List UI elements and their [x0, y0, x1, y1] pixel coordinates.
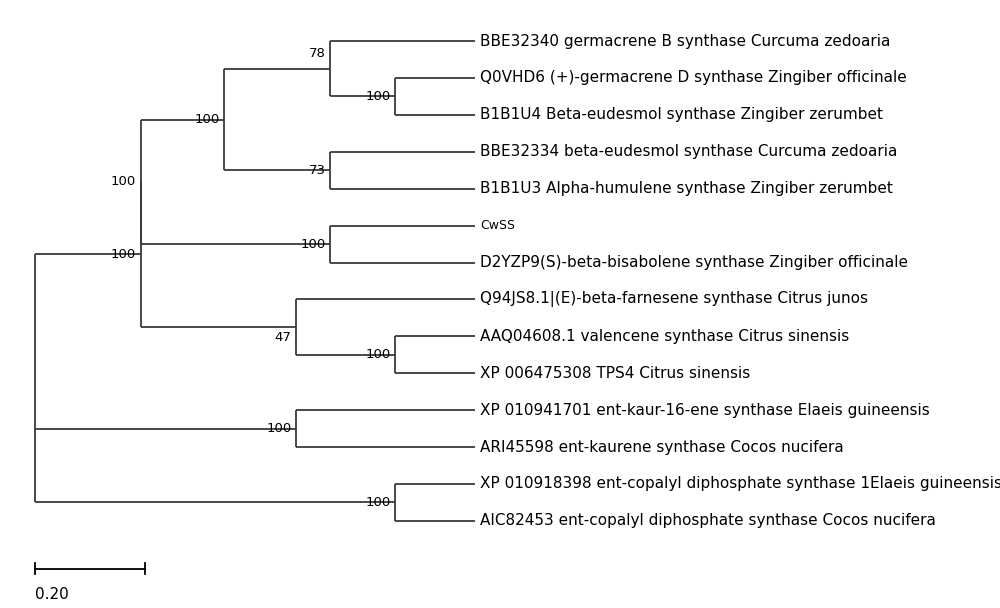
Text: 78: 78 [309, 47, 326, 60]
Text: Q0VHD6 (+)-germacrene D synthase Zingiber officinale: Q0VHD6 (+)-germacrene D synthase Zingibe… [480, 71, 907, 86]
Text: 100: 100 [194, 113, 220, 126]
Text: B1B1U4 Beta-eudesmol synthase Zingiber zerumbet: B1B1U4 Beta-eudesmol synthase Zingiber z… [480, 108, 883, 122]
Text: 100: 100 [365, 348, 390, 361]
Text: 100: 100 [266, 422, 292, 435]
Text: 100: 100 [365, 90, 390, 103]
Text: ARI45598 ent-kaurene synthase Cocos nucifera: ARI45598 ent-kaurene synthase Cocos nuci… [480, 440, 844, 455]
Text: 100: 100 [111, 175, 136, 188]
Text: BBE32334 beta-eudesmol synthase Curcuma zedoaria: BBE32334 beta-eudesmol synthase Curcuma … [480, 144, 897, 159]
Text: 73: 73 [309, 164, 326, 177]
Text: Q94JS8.1|(E)-beta-farnesene synthase Citrus junos: Q94JS8.1|(E)-beta-farnesene synthase Cit… [480, 291, 868, 308]
Text: 100: 100 [365, 496, 390, 509]
Text: CwSS: CwSS [480, 219, 515, 232]
Text: XP 010941701 ent-kaur-16-ene synthase Elaeis guineensis: XP 010941701 ent-kaur-16-ene synthase El… [480, 402, 930, 418]
Text: XP 010918398 ent-copalyl diphosphate synthase 1Elaeis guineensis: XP 010918398 ent-copalyl diphosphate syn… [480, 477, 1000, 491]
Text: 100: 100 [301, 238, 326, 250]
Text: 47: 47 [275, 331, 292, 344]
Text: AAQ04608.1 valencene synthase Citrus sinensis: AAQ04608.1 valencene synthase Citrus sin… [480, 329, 849, 344]
Text: BBE32340 germacrene B synthase Curcuma zedoaria: BBE32340 germacrene B synthase Curcuma z… [480, 33, 890, 49]
Text: 100: 100 [111, 248, 136, 261]
Text: D2YZP9(S)-beta-bisabolene synthase Zingiber officinale: D2YZP9(S)-beta-bisabolene synthase Zingi… [480, 255, 908, 270]
Text: B1B1U3 Alpha-humulene synthase Zingiber zerumbet: B1B1U3 Alpha-humulene synthase Zingiber … [480, 181, 893, 196]
Text: AIC82453 ent-copalyl diphosphate synthase Cocos nucifera: AIC82453 ent-copalyl diphosphate synthas… [480, 513, 936, 528]
Text: 0.20: 0.20 [35, 587, 68, 603]
Text: XP 006475308 TPS4 Citrus sinensis: XP 006475308 TPS4 Citrus sinensis [480, 366, 750, 381]
